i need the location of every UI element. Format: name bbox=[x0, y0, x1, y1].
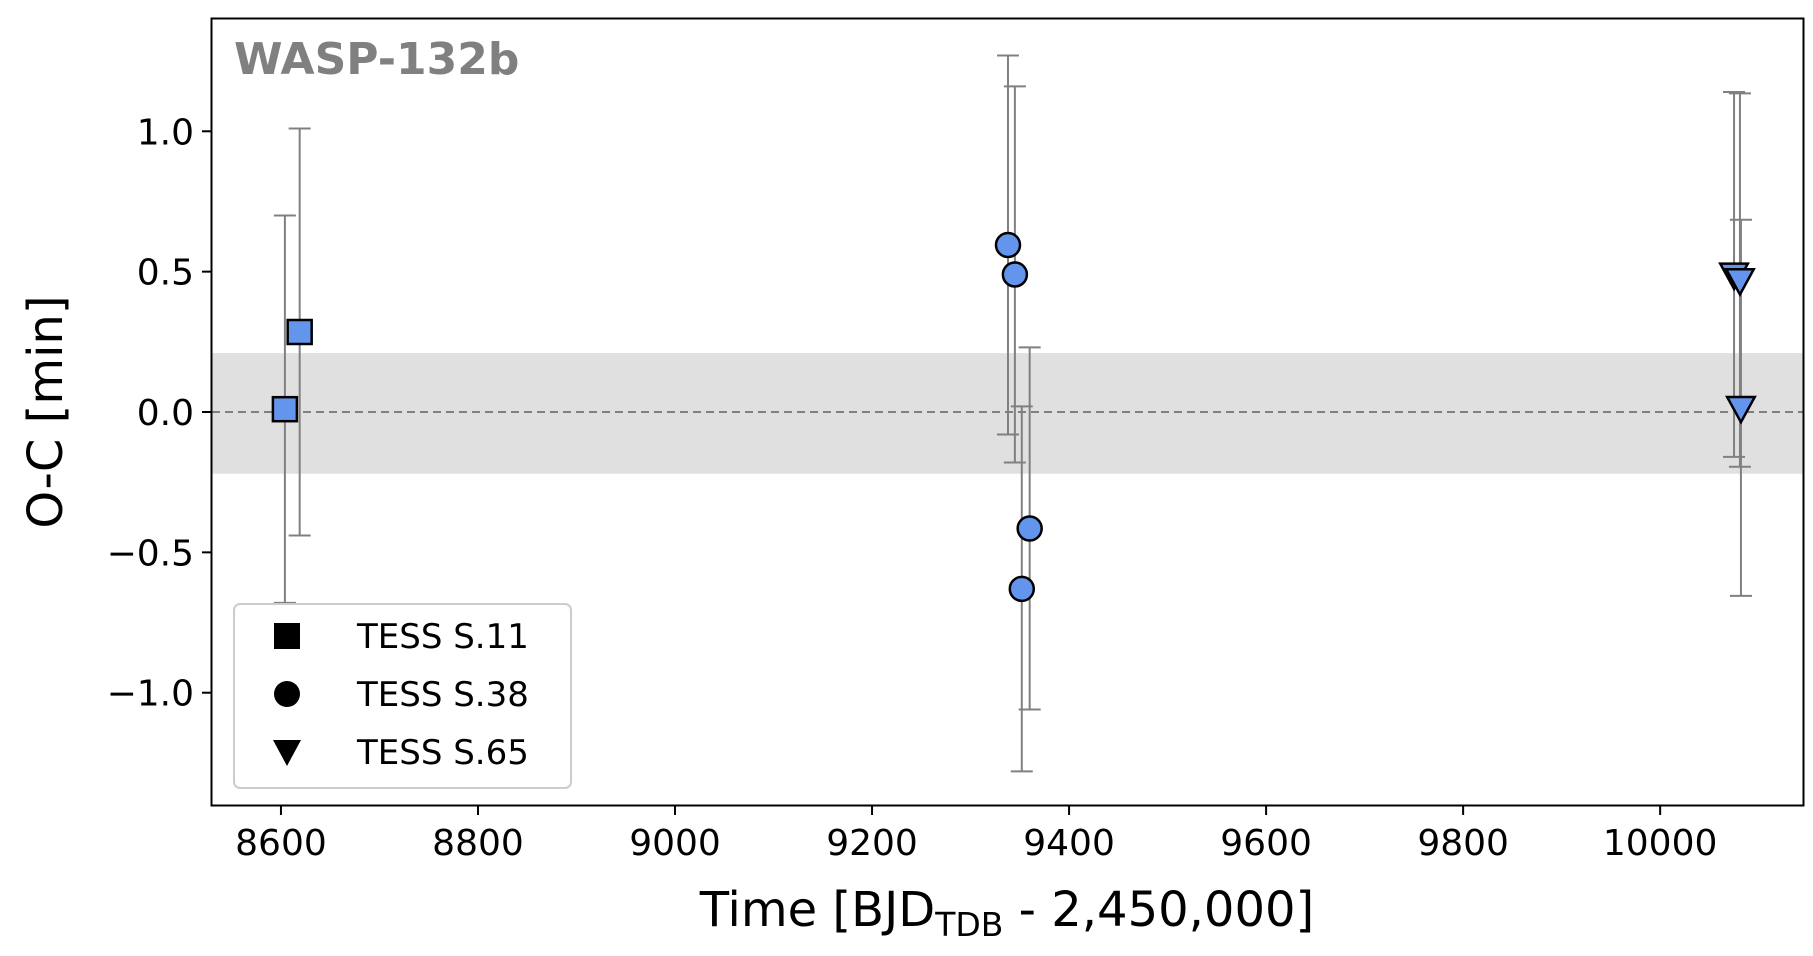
y-tick-label: −0.5 bbox=[107, 533, 194, 574]
legend-label: TESS S.11 bbox=[356, 617, 529, 657]
y-tick-label: −1.0 bbox=[107, 674, 194, 715]
x-tick-label: 9600 bbox=[1220, 823, 1312, 864]
legend-entry: TESS S.38 bbox=[274, 675, 529, 715]
legend-marker-triangle bbox=[273, 740, 301, 766]
y-tick-label: 0.5 bbox=[137, 253, 194, 294]
x-tick-label: 9400 bbox=[1023, 823, 1115, 864]
data-point-circle bbox=[1001, 261, 1029, 288]
x-tick-label: 9200 bbox=[826, 823, 918, 864]
data-point-triangle-down bbox=[1724, 268, 1756, 298]
marker-layer bbox=[271, 231, 1757, 603]
x-tick-label: 9800 bbox=[1417, 823, 1509, 864]
data-point-circle bbox=[1016, 515, 1043, 542]
legend-label: TESS S.38 bbox=[356, 675, 529, 715]
y-tick-label: 0.0 bbox=[137, 393, 194, 434]
legend-marker-square bbox=[274, 623, 300, 649]
legend-label: TESS S.65 bbox=[356, 733, 529, 773]
x-axis-ticks: 8600 8800 9000 9200 9400 9600 9800 10000 bbox=[235, 805, 1717, 864]
legend-entry: TESS S.11 bbox=[274, 617, 529, 657]
x-axis-label-subscript: TDB bbox=[934, 905, 1003, 944]
data-point-triangle-down bbox=[1725, 395, 1757, 425]
data-point-square bbox=[271, 395, 299, 423]
legend-marker-circle bbox=[274, 681, 300, 707]
y-tick-label: 1.0 bbox=[137, 112, 194, 153]
x-axis-label: Time [BJDTDB - 2,450,000] bbox=[699, 882, 1315, 944]
x-tick-label: 8600 bbox=[235, 823, 327, 864]
legend-box bbox=[233, 603, 572, 789]
legend: TESS S.11 TESS S.38 TESS S.65 bbox=[233, 603, 572, 789]
x-axis-label-main: Time [BJD bbox=[699, 882, 936, 938]
x-tick-label: 9000 bbox=[629, 823, 721, 864]
x-axis-label-tail: - 2,450,000] bbox=[1003, 882, 1314, 938]
data-point-circle bbox=[994, 231, 1022, 259]
x-tick-label: 8800 bbox=[432, 823, 524, 864]
x-tick-label: 10000 bbox=[1603, 823, 1718, 864]
chart-title: WASP-132b bbox=[234, 34, 519, 85]
data-point-circle bbox=[1008, 575, 1036, 603]
data-point-square bbox=[286, 318, 313, 346]
y-axis-label: O-C [min] bbox=[18, 295, 74, 528]
y-axis-ticks: 1.0 0.5 0.0 −0.5 −1.0 bbox=[107, 112, 212, 715]
legend-entry: TESS S.65 bbox=[273, 733, 529, 773]
